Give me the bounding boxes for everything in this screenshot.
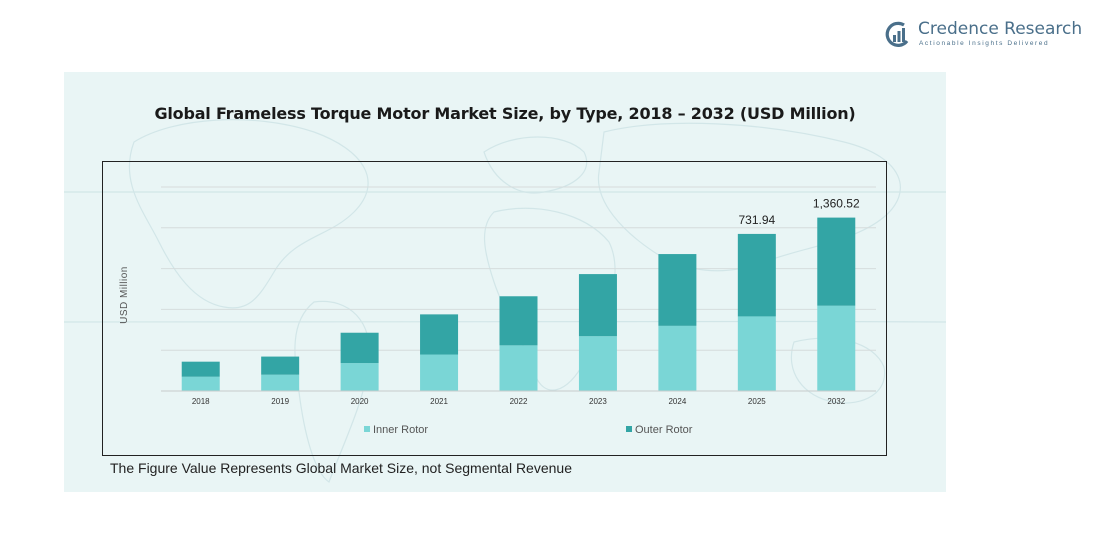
stacked-bar-chart: 2018 2019 2020 2021 2022 2023 2024 2025 731.94 20… (119, 186, 876, 436)
bar-inner-rotor-2020 (340, 363, 379, 391)
bar-outer-rotor-2024 (658, 254, 697, 326)
x-tick-label-2019: 2019 (271, 397, 289, 406)
bar-outer-rotor-2023 (578, 274, 617, 337)
bar-outer-rotor-2019 (261, 356, 300, 375)
chart-footnote: The Figure Value Represents Global Marke… (110, 460, 572, 476)
x-tick-label-2032: 2032 (827, 397, 845, 406)
y-axis-label: USD Million (119, 266, 130, 324)
bar-inner-rotor-2023 (578, 336, 617, 391)
bar-inner-rotor-2022 (499, 345, 538, 391)
bar-outer-rotor-2020 (340, 332, 379, 364)
bar-inner-rotor-2025 (737, 316, 776, 391)
bar-inner-rotor-2018 (181, 376, 220, 391)
bar-outer-rotor-2025 (737, 233, 776, 317)
bar-inner-rotor-2021 (420, 354, 459, 391)
brand-name: Credence Research (918, 19, 1083, 39)
legend-label-inner-rotor: Inner Rotor (373, 424, 428, 436)
bar-inner-rotor-2019 (261, 374, 300, 391)
data-label-2025: 731.94 (738, 213, 775, 227)
x-tick-label-2018: 2018 (192, 397, 210, 406)
bar-outer-rotor-2018 (181, 361, 220, 377)
data-label-2032: 1,360.52 (813, 197, 860, 211)
bar-outer-rotor-2022 (499, 296, 538, 346)
brand-logo: Credence Research Actionable Insights De… (884, 18, 1084, 52)
chart-panel: Global Frameless Torque Motor Market Siz… (64, 72, 946, 492)
legend-swatch-outer-rotor (626, 426, 632, 432)
brand-tagline: Actionable Insights Delivered (919, 40, 1050, 47)
bar-outer-rotor-2032 (817, 217, 856, 306)
chart-frame: 2018 2019 2020 2021 2022 2023 2024 2025 731.94 20… (102, 161, 887, 456)
bar-outer-rotor-2021 (420, 314, 459, 355)
bar-inner-rotor-2032 (817, 305, 856, 391)
legend-label-outer-rotor: Outer Rotor (635, 424, 693, 436)
x-tick-label-2023: 2023 (589, 397, 607, 406)
x-tick-label-2021: 2021 (430, 397, 448, 406)
x-tick-label-2022: 2022 (510, 397, 528, 406)
x-tick-label-2020: 2020 (351, 397, 369, 406)
bar-inner-rotor-2024 (658, 325, 697, 391)
chart-title: Global Frameless Torque Motor Market Siz… (154, 104, 856, 123)
brand-icon (885, 21, 909, 47)
x-tick-label-2025: 2025 (748, 397, 766, 406)
x-tick-label-2024: 2024 (668, 397, 686, 406)
legend-swatch-inner-rotor (364, 426, 370, 432)
